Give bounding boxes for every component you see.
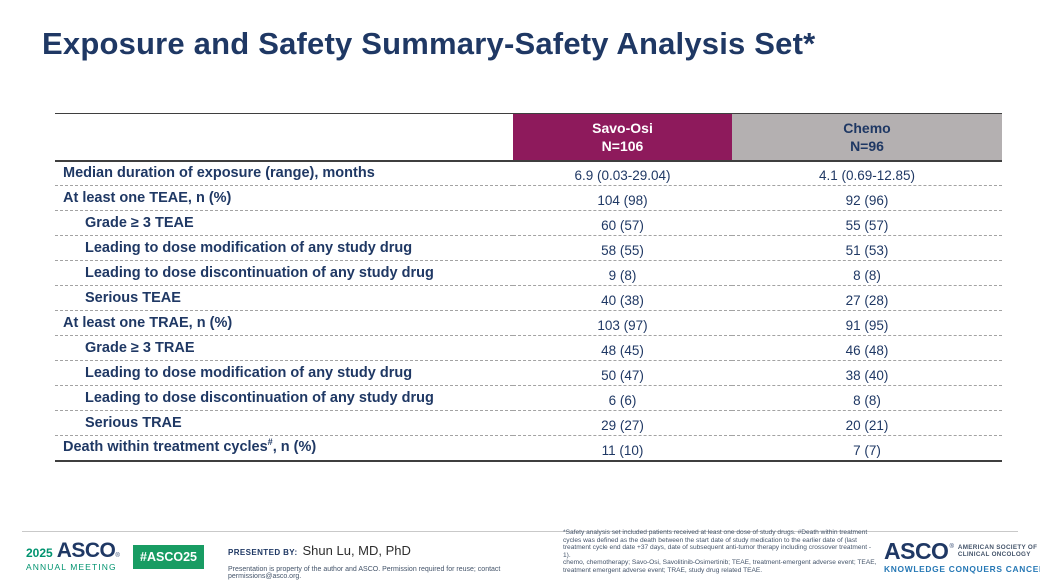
table-row: Grade ≥ 3 TRAE 48 (45) 46 (48) bbox=[55, 336, 1002, 361]
asco-wordmark-left: ASCO bbox=[56, 539, 116, 562]
footnote-abbreviations: chemo, chemotherapy; Savo-Osi, Savolitin… bbox=[563, 559, 877, 574]
row-value-savo: 29 (27) bbox=[601, 418, 644, 433]
page-title: Exposure and Safety Summary-Safety Analy… bbox=[42, 26, 816, 61]
row-label: Leading to dose discontinuation of any s… bbox=[85, 264, 434, 281]
row-value-savo: 50 (47) bbox=[601, 368, 644, 383]
table-body: Median duration of exposure (range), mon… bbox=[55, 161, 1002, 461]
row-value-chemo: 4.1 (0.69-12.85) bbox=[818, 168, 916, 184]
table-row: Median duration of exposure (range), mon… bbox=[55, 161, 1002, 186]
table-row: Leading to dose modification of any stud… bbox=[55, 236, 1002, 261]
asco-society-line1: AMERICAN SOCIETY OF bbox=[957, 543, 1038, 551]
asco-logo: ASCO ® AMERICAN SOCIETY OF CLINICAL ONCO… bbox=[884, 538, 1040, 575]
row-value-savo: 58 (55) bbox=[601, 243, 644, 258]
safety-table: Savo-Osi N=106 Chemo N=96 Median duratio… bbox=[55, 113, 1002, 462]
permission-note: Presentation is property of the author a… bbox=[228, 566, 501, 580]
safety-table-container: Savo-Osi N=106 Chemo N=96 Median duratio… bbox=[55, 113, 1002, 462]
row-value-savo: 11 (10) bbox=[601, 442, 644, 458]
row-value-chemo: 27 (28) bbox=[845, 293, 889, 308]
row-value-chemo: 7 (7) bbox=[853, 442, 881, 458]
row-value-savo: 40 (38) bbox=[601, 293, 644, 308]
row-label: Serious TEAE bbox=[85, 289, 181, 306]
presenter-name: Shun Lu, MD, PhD bbox=[302, 543, 411, 558]
col-header-savo-name: Savo-Osi bbox=[592, 119, 653, 136]
registered-mark-icon: ® bbox=[949, 544, 954, 550]
row-value-chemo: 8 (8) bbox=[853, 393, 881, 408]
row-value-chemo: 46 (48) bbox=[845, 343, 889, 358]
row-label: Death within treatment cycles#, n (%) bbox=[63, 437, 317, 456]
table-row: Grade ≥ 3 TEAE 60 (57) 55 (57) bbox=[55, 211, 1002, 236]
row-label: Leading to dose modification of any stud… bbox=[85, 364, 413, 381]
registered-mark-icon: ® bbox=[115, 553, 120, 559]
row-label: Grade ≥ 3 TEAE bbox=[85, 214, 194, 231]
row-value-savo: 103 (97) bbox=[597, 318, 648, 333]
footnote-safety: *Safety analysis set included patients r… bbox=[563, 529, 872, 559]
row-value-chemo: 8 (8) bbox=[853, 268, 881, 283]
table-row: Serious TEAE 40 (38) 27 (28) bbox=[55, 286, 1002, 311]
table-row: At least one TEAE, n (%) 104 (98) 92 (96… bbox=[55, 186, 1002, 211]
row-label: Grade ≥ 3 TRAE bbox=[85, 339, 195, 356]
asco-wordmark-right: ASCO bbox=[884, 538, 949, 564]
row-label: Leading to dose modification of any stud… bbox=[85, 239, 413, 256]
annual-meeting-logo: 2025 ASCO ® ANNUAL MEETING bbox=[26, 539, 120, 572]
row-value-chemo: 51 (53) bbox=[845, 243, 889, 258]
footer-divider bbox=[22, 531, 1018, 532]
header-empty-cell bbox=[55, 113, 513, 162]
table-row: Serious TRAE 29 (27) 20 (21) bbox=[55, 411, 1002, 436]
row-value-savo: 60 (57) bbox=[601, 218, 644, 233]
meeting-name: ANNUAL MEETING bbox=[26, 562, 117, 572]
asco-society-line2: CLINICAL ONCOLOGY bbox=[957, 551, 1031, 558]
row-value-savo: 9 (8) bbox=[608, 268, 637, 283]
header-row: Savo-Osi N=106 Chemo N=96 bbox=[55, 113, 1002, 162]
row-value-chemo: 20 (21) bbox=[845, 418, 889, 433]
row-label: At least one TEAE, n (%) bbox=[63, 189, 232, 206]
row-value-chemo: 38 (40) bbox=[845, 368, 889, 383]
col-header-chemo-name: Chemo bbox=[843, 119, 891, 136]
row-value-chemo: 92 (96) bbox=[845, 193, 889, 208]
row-value-chemo: 91 (95) bbox=[845, 318, 889, 333]
presented-by-label: PRESENTED BY: bbox=[228, 548, 298, 557]
table-row: Leading to dose discontinuation of any s… bbox=[55, 261, 1002, 286]
table-row: Death within treatment cycles#, n (%) 11… bbox=[55, 436, 1002, 461]
hashtag-badge: #ASCO25 bbox=[133, 545, 204, 569]
meeting-year: 2025 bbox=[26, 546, 53, 560]
row-label: At least one TRAE, n (%) bbox=[63, 314, 233, 331]
row-label: Leading to dose discontinuation of any s… bbox=[85, 389, 434, 406]
col-header-chemo-n: N=96 bbox=[850, 137, 884, 154]
row-value-savo: 104 (98) bbox=[597, 193, 648, 208]
row-value-savo: 6 (6) bbox=[608, 393, 637, 408]
row-value-savo: 6.9 (0.03-29.04) bbox=[574, 168, 671, 184]
row-label: Serious TRAE bbox=[85, 414, 182, 431]
footnotes: *Safety analysis set included patients r… bbox=[563, 529, 878, 575]
col-header-savo-n: N=106 bbox=[601, 137, 644, 154]
asco-tagline: KNOWLEDGE CONQUERS CANCER bbox=[884, 564, 1040, 574]
presented-by-block: PRESENTED BY: Shun Lu, MD, PhD Presentat… bbox=[228, 543, 558, 580]
col-header-savo: Savo-Osi N=106 bbox=[513, 113, 732, 162]
table-row: Leading to dose modification of any stud… bbox=[55, 361, 1002, 386]
table-row: Leading to dose discontinuation of any s… bbox=[55, 386, 1002, 411]
row-label: Median duration of exposure (range), mon… bbox=[63, 164, 375, 181]
col-header-chemo: Chemo N=96 bbox=[732, 113, 1002, 162]
row-value-savo: 48 (45) bbox=[601, 343, 644, 358]
table-row: At least one TRAE, n (%) 103 (97) 91 (95… bbox=[55, 311, 1002, 336]
row-value-chemo: 55 (57) bbox=[845, 218, 889, 233]
